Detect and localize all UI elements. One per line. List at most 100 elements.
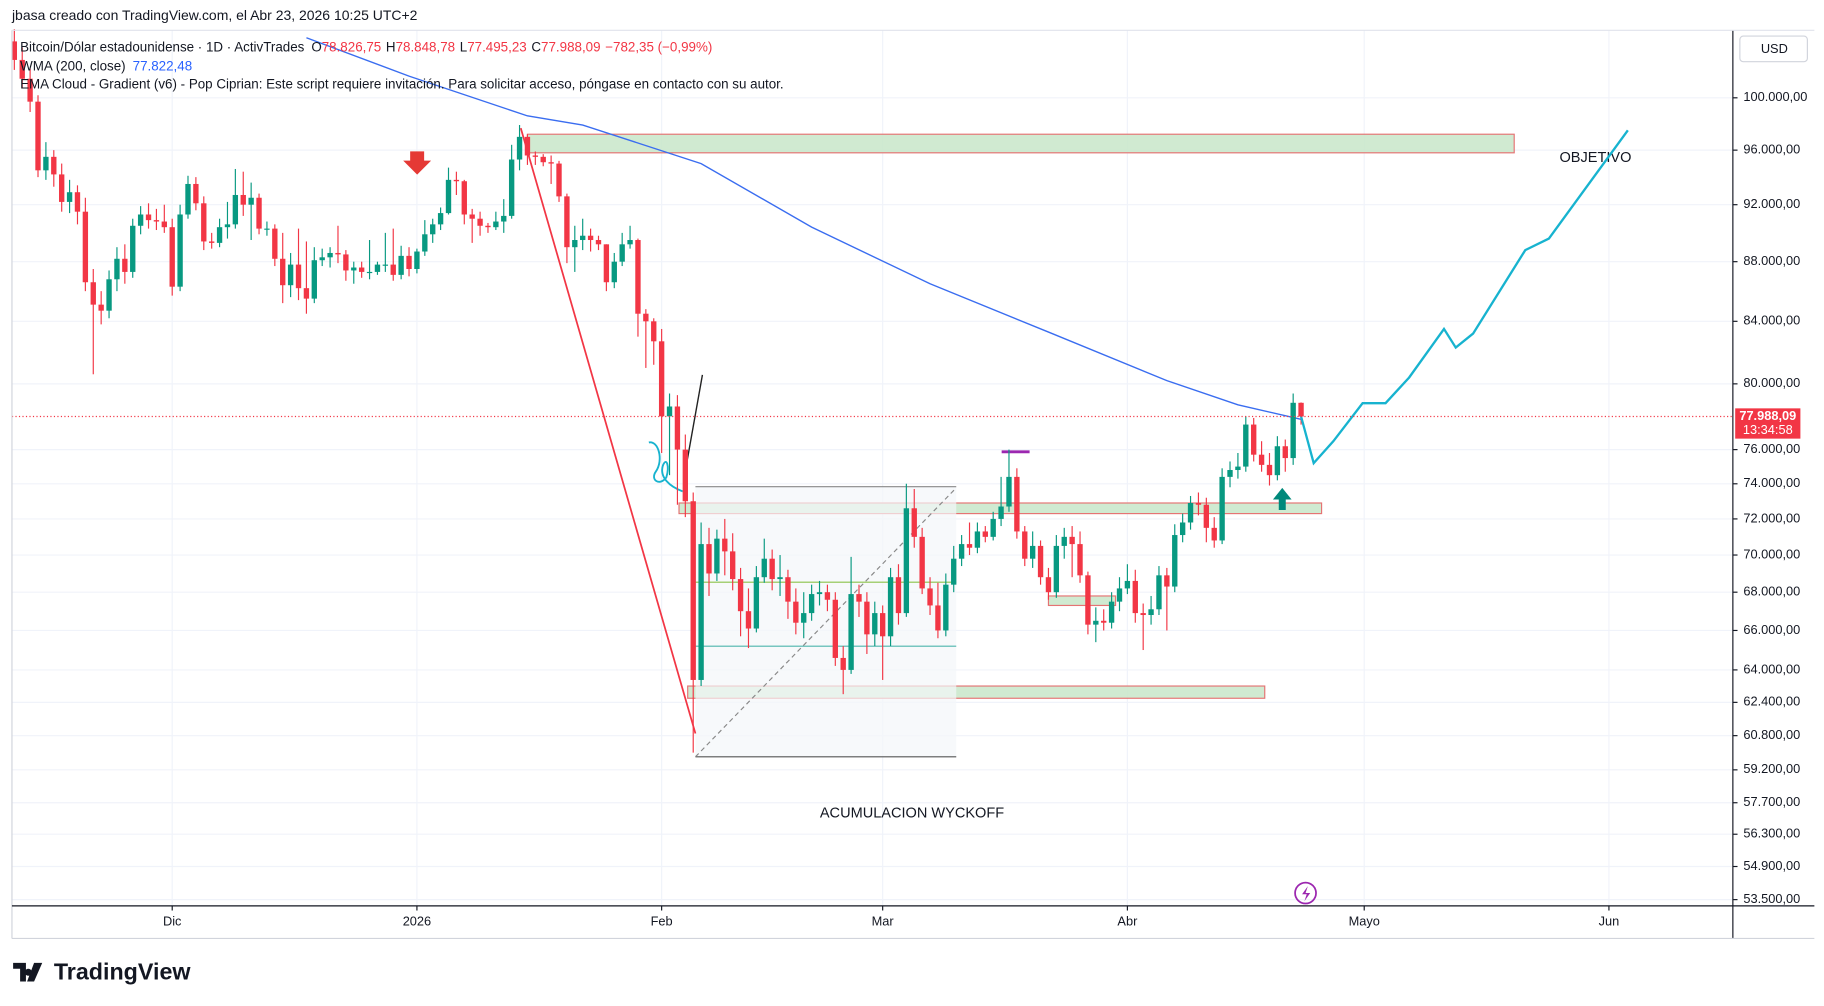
candle-body [919, 536, 925, 589]
event-bolt [1302, 886, 1311, 902]
y-tick-label: 64.000,00 [1743, 661, 1800, 676]
down-arrow [403, 151, 432, 175]
candle-body [343, 254, 349, 271]
candle-body [769, 558, 775, 580]
candle-body [1140, 613, 1146, 616]
y-tick-label: 68.000,00 [1743, 584, 1800, 599]
y-tick-label: 72.000,00 [1743, 510, 1800, 525]
candle-body [303, 288, 310, 299]
candle-body [1172, 535, 1178, 587]
candle-body [1029, 545, 1036, 559]
candle-body [856, 594, 862, 602]
candle-body [895, 577, 902, 614]
zone [1047, 595, 1117, 607]
legend-wma: WMA (200, close) 77.822,48 [20, 58, 192, 73]
trend-line [519, 127, 697, 734]
candle-body [390, 264, 396, 275]
candle-body [508, 159, 515, 216]
candle-body [232, 194, 239, 225]
ohlc-label: O [311, 39, 321, 54]
candle-body [216, 227, 223, 243]
candle-body [1061, 536, 1067, 546]
candle-body [1251, 424, 1257, 455]
candle-body [1148, 609, 1154, 616]
candle-body [224, 224, 231, 228]
candle-body [280, 258, 286, 286]
candle-body [208, 241, 215, 243]
candle-body [982, 531, 988, 537]
candle-body [335, 252, 341, 255]
candle-body [658, 341, 665, 417]
candle-body [493, 221, 499, 228]
candle-body [11, 41, 18, 60]
candle-body [666, 406, 673, 417]
candle-body [1045, 577, 1052, 593]
zone [526, 133, 1515, 154]
x-tick-label: Dic [163, 914, 182, 929]
wma-name: WMA (200, close) [20, 58, 126, 73]
candle-body [114, 258, 120, 280]
candle-body [990, 518, 996, 537]
symbol: Bitcoin/Dólar estadounidense · 1D · Acti… [20, 39, 305, 54]
ohlc-label: L [460, 39, 467, 54]
candle-body [74, 192, 81, 212]
candle-body [43, 156, 49, 171]
candle-body [185, 183, 191, 215]
candle-body [714, 538, 720, 574]
y-tick-label: 96.000,00 [1743, 142, 1800, 157]
wma-line [306, 37, 1302, 420]
candle-body [753, 577, 760, 629]
candle-body [240, 194, 246, 205]
candle-body [469, 214, 475, 219]
candle-body [437, 213, 444, 225]
candle-body [879, 613, 886, 637]
annotation: ACUMULACION WYCKOFF [820, 806, 1004, 822]
y-tick-label: 88.000,00 [1743, 253, 1800, 268]
x-tick-label: Jun [1599, 914, 1620, 929]
candle-body [1274, 446, 1281, 476]
candle-body [256, 197, 262, 229]
ohlc-label: H [386, 39, 396, 54]
candle-body [816, 592, 823, 595]
ohlc-value: 78.826,75 [322, 39, 382, 54]
currency[interactable]: USD [1761, 41, 1788, 56]
candle-body [872, 613, 878, 635]
candle-body [974, 531, 981, 548]
candle-body [611, 261, 617, 283]
candle-body [1203, 504, 1210, 528]
candle-body [572, 240, 578, 248]
y-tick-label: 100.000,00 [1743, 89, 1807, 104]
candle-body [51, 156, 57, 175]
candle-body [1006, 476, 1012, 507]
candle-body [808, 594, 815, 614]
candle-body [1282, 446, 1288, 459]
candle-body [690, 501, 696, 680]
legend-symbol: Bitcoin/Dólar estadounidense · 1D · Acti… [20, 39, 712, 54]
candle-body [122, 258, 128, 272]
candle-body [1069, 536, 1075, 545]
candle-body [264, 228, 270, 230]
y-tick-label: 53.500,00 [1743, 891, 1800, 906]
last-price-box [1735, 408, 1801, 439]
candle-body [587, 235, 594, 241]
candle-body [1085, 575, 1091, 625]
candle-body [461, 181, 467, 215]
candle-body [935, 605, 941, 631]
creator: jbasa creado con TradingView.com, el Abr… [11, 7, 418, 23]
candle-body [761, 558, 767, 578]
projection-line [1299, 129, 1629, 466]
currency-box[interactable] [1739, 35, 1808, 63]
candle-body [327, 252, 333, 258]
candle-body [106, 279, 112, 311]
candle-body [1164, 575, 1170, 587]
candle-body [540, 156, 546, 163]
candle-body [248, 197, 254, 205]
candle-body [745, 611, 752, 629]
candle-body [382, 264, 389, 266]
ohlc-value: 78.848,78 [396, 39, 456, 54]
candle-body [295, 264, 302, 289]
candle-body [1093, 620, 1099, 625]
y-tick-label: 74.000,00 [1743, 475, 1800, 490]
candle-body [556, 163, 562, 197]
candle-body [153, 220, 160, 222]
